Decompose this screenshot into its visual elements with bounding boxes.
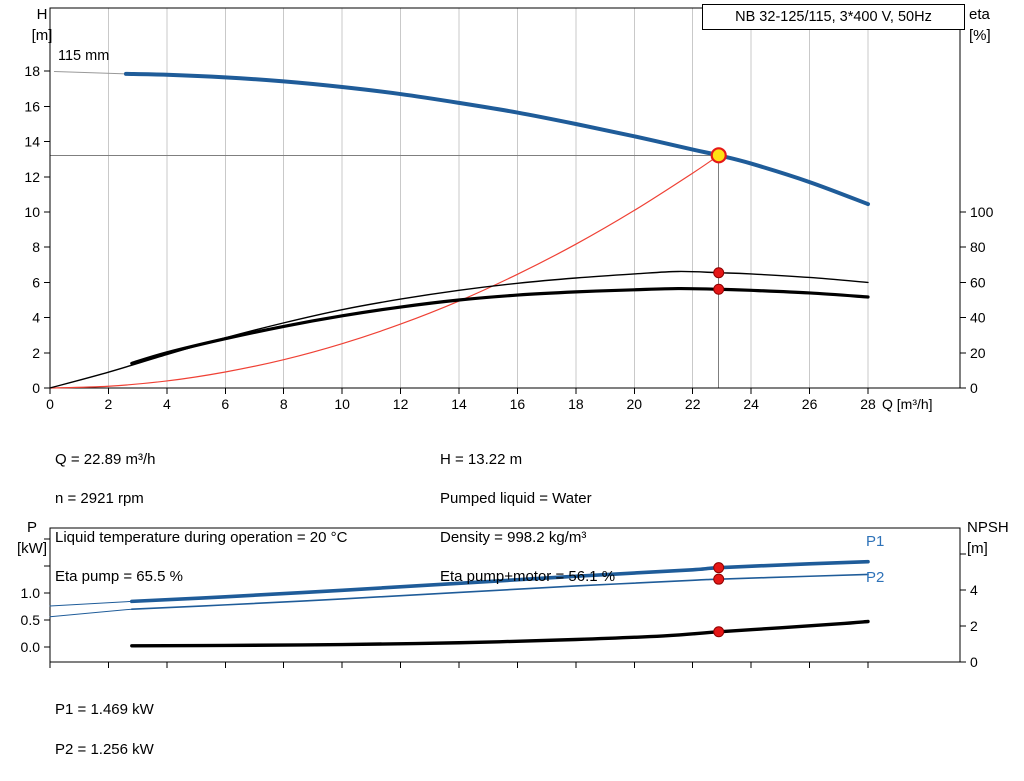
svg-text:2: 2 xyxy=(970,618,978,634)
marker-npsh-dot xyxy=(713,626,725,638)
qh-gridlines xyxy=(107,8,869,388)
operating-point-info-right: H = 13.22 m Pumped liquid = Water Densit… xyxy=(440,431,615,605)
info-line-speed: n = 2921 rpm xyxy=(55,490,144,507)
svg-text:Q [m³/h]: Q [m³/h] xyxy=(882,396,933,412)
qh-frame xyxy=(49,7,961,389)
info-line-eta-pump: Eta pump = 65.5 % xyxy=(55,568,183,585)
svg-text:0: 0 xyxy=(970,380,978,396)
p-axis-title: P [kW] xyxy=(17,519,47,557)
svg-text:26: 26 xyxy=(802,396,818,412)
marker-p2-dot xyxy=(713,573,725,585)
svg-text:12: 12 xyxy=(393,396,409,412)
svg-text:0.0: 0.0 xyxy=(21,639,41,655)
qh-chart: 0 2 4 6 8 10 12 14 16 18 20 22 24 26 28 Q [m³/h]0246810… xyxy=(24,7,994,412)
pn-right-axis: 0 2 4 xyxy=(960,553,978,670)
pn-x-axis xyxy=(49,662,869,668)
svg-text:8: 8 xyxy=(32,239,40,255)
svg-text:80: 80 xyxy=(970,239,986,255)
svg-text:10: 10 xyxy=(24,204,40,220)
series-p2-curve xyxy=(131,573,869,610)
info-line-eta-pump-motor: Eta pump+motor = 56.1 % xyxy=(440,568,616,585)
svg-text:20: 20 xyxy=(626,396,642,412)
svg-text:8: 8 xyxy=(280,396,288,412)
svg-text:4: 4 xyxy=(163,396,171,412)
power-npsh-info: P1 = 1.469 kW P2 = 1.256 kW NPSH = 1.68 … xyxy=(55,681,397,781)
svg-text:1.0: 1.0 xyxy=(21,585,41,601)
marker-eta-pump-dot xyxy=(713,267,725,279)
series-pump-curve-115mm xyxy=(123,71,870,207)
series-p1-extension xyxy=(49,600,133,607)
svg-text:2: 2 xyxy=(32,345,40,361)
npsh-axis-title: NPSH [m] xyxy=(967,519,1009,557)
svg-text:16: 16 xyxy=(510,396,526,412)
series-eta-pump-motor xyxy=(130,286,870,365)
svg-text:24: 24 xyxy=(743,396,759,412)
pn-frame xyxy=(49,527,961,663)
series-p1-curve xyxy=(130,559,870,604)
svg-text:14: 14 xyxy=(24,134,40,150)
duty-indicator-lines xyxy=(50,154,720,388)
svg-text:40: 40 xyxy=(970,310,986,326)
svg-text:18: 18 xyxy=(24,63,40,79)
impeller-diameter-label: 115 mm xyxy=(58,48,110,64)
pn-left-axis: 0.0 0.5 1.0 xyxy=(21,538,50,655)
svg-text:12: 12 xyxy=(24,169,40,185)
info-line-flow: Q = 22.89 m³/h xyxy=(55,451,156,468)
svg-text:20: 20 xyxy=(970,345,986,361)
svg-text:10: 10 xyxy=(334,396,350,412)
info-line-head: H = 13.22 m xyxy=(440,451,523,468)
qh-left-axis: 0 2 4 6 8 10 12 14 16 18 xyxy=(24,63,50,396)
svg-text:4: 4 xyxy=(970,582,978,598)
series-p2-extension xyxy=(49,608,133,618)
svg-text:0: 0 xyxy=(32,380,40,396)
marker-p1-dot xyxy=(713,562,725,574)
svg-text:6: 6 xyxy=(221,396,229,412)
svg-text:28: 28 xyxy=(860,396,876,412)
svg-text:14: 14 xyxy=(451,396,467,412)
svg-text:4: 4 xyxy=(32,310,40,326)
svg-text:16: 16 xyxy=(24,98,40,114)
svg-text:18: 18 xyxy=(568,396,584,412)
marker-duty-point xyxy=(710,147,727,164)
series-system-curve xyxy=(49,154,720,389)
svg-text:100: 100 xyxy=(970,204,994,220)
operating-point-info-left: Q = 22.89 m³/h n = 2921 rpm Liquid tempe… xyxy=(55,431,347,605)
svg-text:60: 60 xyxy=(970,274,986,290)
qh-right-axis: 0 20 40 60 80 100 xyxy=(960,204,994,396)
info-line-p1: P1 = 1.469 kW xyxy=(55,701,154,718)
info-line-liquid: Pumped liquid = Water xyxy=(440,490,592,507)
series-impeller-leader xyxy=(53,71,127,75)
svg-text:6: 6 xyxy=(32,274,40,290)
eta-axis-title: eta [%] xyxy=(969,6,991,44)
info-line-density: Density = 998.2 kg/m³ xyxy=(440,529,587,546)
info-line-p2: P2 = 1.256 kW xyxy=(55,741,154,758)
svg-text:0: 0 xyxy=(970,654,978,670)
svg-text:0.5: 0.5 xyxy=(21,612,41,628)
marker-eta-pump-motor-dot xyxy=(713,283,725,295)
svg-text:22: 22 xyxy=(685,396,701,412)
svg-text:2: 2 xyxy=(105,396,113,412)
info-line-temperature: Liquid temperature during operation = 20… xyxy=(55,529,348,546)
svg-text:0: 0 xyxy=(46,396,54,412)
pn-chart: 0.0 0.5 1.0 0 2 4 xyxy=(21,527,978,670)
qh-x-axis: 0 2 4 6 8 10 12 14 16 18 20 22 24 26 28 Q [m³/h] xyxy=(46,388,933,412)
series-npsh-curve xyxy=(130,619,870,648)
h-axis-title: H [m] xyxy=(31,6,53,44)
p2-curve-label: P2 xyxy=(866,569,885,586)
pump-title-box: NB 32-125/115, 3*400 V, 50Hz xyxy=(702,4,965,30)
p1-curve-label: P1 xyxy=(866,533,885,550)
